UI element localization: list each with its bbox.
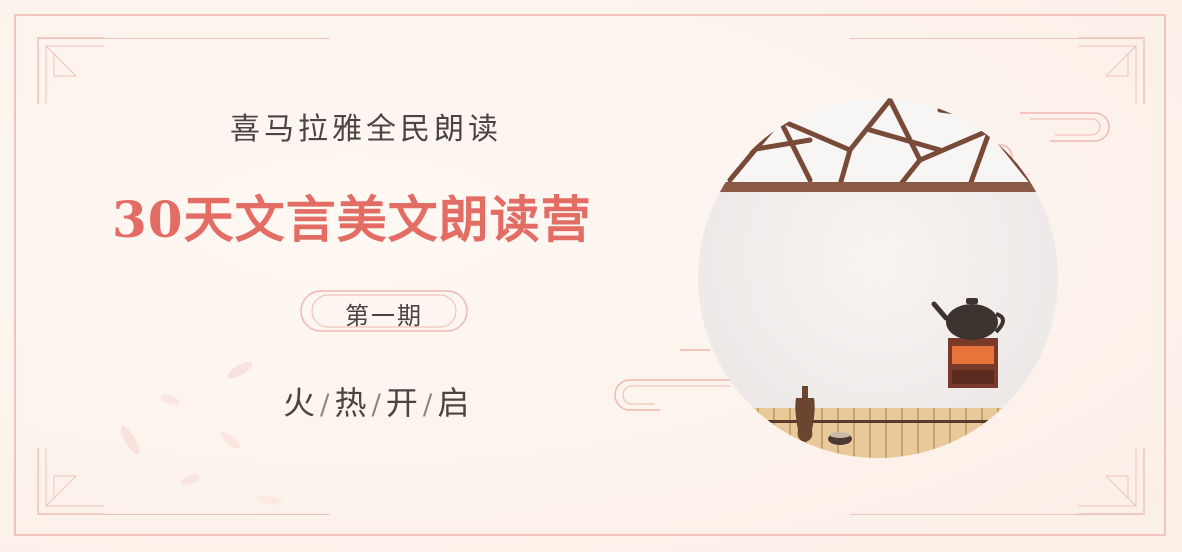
main-title: 30天文言美文朗读营: [112, 190, 592, 249]
stove-icon: [948, 338, 998, 388]
corner-ornament-icon: [1078, 37, 1145, 104]
outer-frame: [14, 14, 1166, 536]
corner-ornament-icon: [37, 37, 104, 104]
subtitle-separator: /: [371, 388, 383, 421]
subtitle-separator: /: [422, 388, 435, 421]
subtitle-word: 热: [334, 384, 369, 422]
subtitle-word: 启: [437, 384, 472, 422]
subtitle: 火/热/开/启: [283, 378, 471, 424]
subtitle-word: 开: [385, 384, 420, 422]
frame-line-bottom-right: [850, 514, 1140, 515]
petal-icon: [120, 361, 282, 505]
frame-line-bottom-left: [40, 514, 330, 515]
corner-ornament-icon: [1078, 448, 1145, 515]
frame-line-top-right: [850, 38, 1140, 39]
corner-ornament-icon: [37, 448, 104, 515]
cup-icon: [828, 432, 852, 445]
issue-label: 第一期: [345, 302, 423, 330]
issue-pill: [300, 290, 468, 332]
frame-line-top-left: [40, 38, 330, 39]
tea-scene-illustration: [698, 98, 1058, 458]
organizer-title: 喜马拉雅全民朗读: [230, 112, 502, 147]
subtitle-separator: /: [320, 388, 332, 421]
subtitle-word: 火: [283, 384, 318, 422]
cloud-swirl-icon: [614, 349, 730, 411]
sake-bottle-icon: [795, 386, 815, 442]
teapot-icon: [931, 298, 1005, 340]
